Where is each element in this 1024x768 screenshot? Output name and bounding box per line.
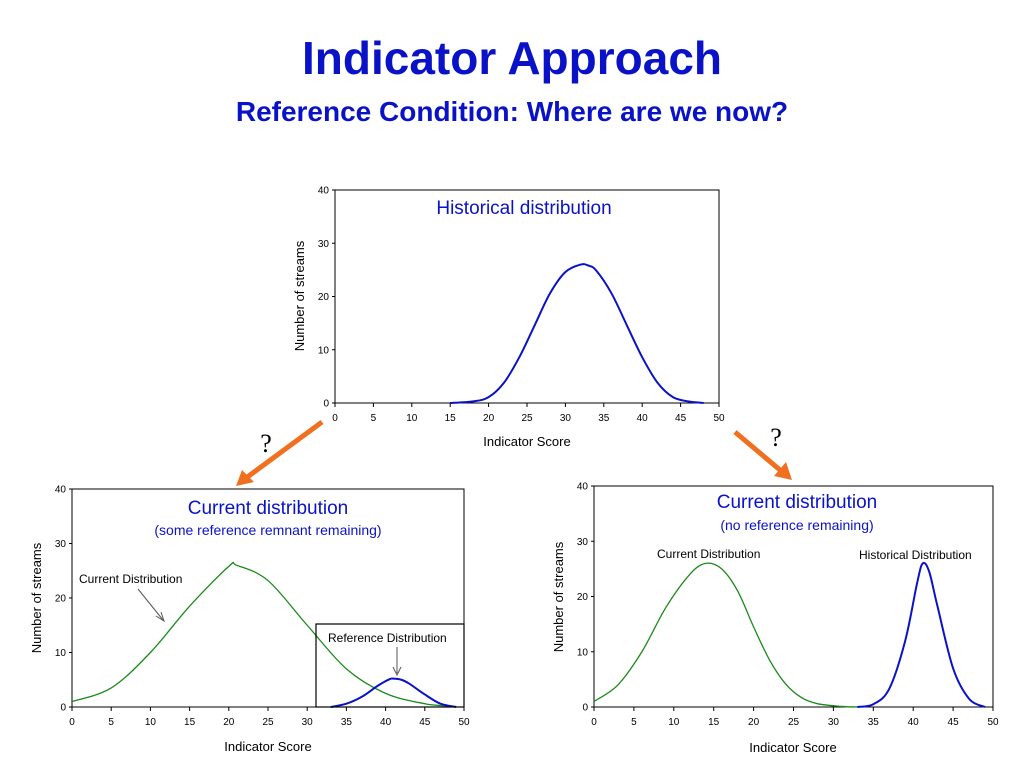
x-tick-label: 50: [458, 717, 470, 728]
y-tick-label: 20: [318, 292, 330, 303]
y-tick-label: 30: [55, 539, 67, 550]
x-tick-label: 0: [332, 413, 338, 424]
x-tick-label: 25: [788, 717, 800, 728]
question-mark-right: ?: [770, 423, 782, 452]
y-axis-label: Number of streams: [551, 541, 566, 652]
y-tick-label: 40: [55, 485, 67, 496]
y-tick-label: 30: [318, 239, 330, 250]
y-tick-label: 40: [318, 186, 330, 197]
flow-arrow-right: [733, 430, 792, 480]
y-tick-labels: 0 10 20 30 40: [577, 482, 594, 714]
y-tick-label: 40: [577, 482, 589, 493]
y-tick-labels: 0 10 20 30 40: [318, 186, 335, 410]
x-tick-label: 50: [987, 717, 999, 728]
annotation-reference-distribution: Reference Distribution: [328, 631, 447, 645]
y-axis-label: Number of streams: [29, 542, 44, 653]
x-tick-label: 15: [184, 717, 196, 728]
x-tick-label: 30: [828, 717, 840, 728]
chart-historical: 0 10 20 30 40 0 5 10 15 20 25 30 35 40 45 50 Historica…: [292, 186, 725, 450]
y-tick-label: 10: [318, 345, 330, 356]
series-line-0: [71, 561, 449, 707]
x-tick-label: 15: [445, 413, 457, 424]
annotation-pointer-current: [137, 588, 164, 621]
y-tick-label: 10: [577, 647, 589, 658]
y-tick-label: 10: [55, 648, 67, 659]
x-tick-label: 30: [560, 413, 572, 424]
x-tick-label: 35: [598, 413, 610, 424]
x-axis-label: Indicator Score: [483, 434, 570, 449]
x-tick-label: 15: [708, 717, 720, 728]
chart-subtitle: (no reference remaining): [720, 517, 873, 533]
chart-subtitle: (some reference remnant remaining): [154, 522, 381, 538]
x-tick-label: 40: [637, 413, 649, 424]
series-group: [71, 561, 457, 708]
series-group: [593, 561, 986, 708]
y-tick-label: 20: [577, 592, 589, 603]
x-tick-label: 0: [69, 717, 75, 728]
plot-frame: [334, 189, 720, 404]
x-tick-label: 40: [908, 717, 920, 728]
x-tick-label: 35: [341, 717, 353, 728]
y-tick-label: 0: [582, 703, 588, 714]
x-tick-label: 5: [371, 413, 377, 424]
x-tick-label: 20: [483, 413, 495, 424]
y-tick-labels: 0 10 20 30 40: [55, 485, 72, 714]
reference-highlight-box: [315, 623, 465, 708]
annotation-historical-distribution: Historical Distribution: [859, 548, 972, 562]
slide-title: Indicator Approach: [302, 32, 722, 84]
x-tick-label: 5: [108, 717, 114, 728]
y-tick-label: 0: [323, 399, 329, 410]
x-tick-label: 10: [145, 717, 157, 728]
annotation-pointer-head-current: [155, 611, 165, 623]
x-tick-label: 35: [868, 717, 880, 728]
x-axis-label: Indicator Score: [749, 740, 836, 755]
series-group: [450, 263, 704, 404]
x-tick-label: 45: [948, 717, 960, 728]
x-tick-label: 20: [748, 717, 760, 728]
chart-title: Current distribution: [717, 492, 878, 513]
slide-subtitle: Reference Condition: Where are we now?: [235, 96, 789, 127]
x-tick-label: 25: [521, 413, 533, 424]
series-line-1: [330, 677, 457, 708]
x-tick-labels: 0 5 10 15 20 25 30 35 40 45 50: [591, 707, 999, 728]
chart-title: Historical distribution: [436, 198, 611, 219]
x-tick-label: 0: [591, 717, 597, 728]
y-tick-label: 20: [55, 594, 67, 605]
x-tick-label: 20: [223, 717, 235, 728]
x-tick-labels: 0 5 10 15 20 25 30 35 40 45 50: [69, 707, 470, 728]
series-line-1: [857, 561, 986, 708]
y-axis-label: Number of streams: [292, 240, 307, 351]
chart-current-remnant: 0 10 20 30 40 0 5 10 15 20 25 30 35 40 45 50 Current d…: [29, 485, 470, 755]
series-line-0: [593, 562, 858, 708]
x-tick-label: 5: [631, 717, 637, 728]
flow-arrow-left: [236, 419, 324, 486]
x-tick-label: 45: [419, 717, 431, 728]
annotation-pointer-head-reference: [392, 666, 402, 677]
series-line-0: [450, 263, 704, 404]
annotation-current-distribution: Current Distribution: [79, 572, 182, 586]
x-tick-label: 10: [406, 413, 418, 424]
chart-current-no-remnant: 0 10 20 30 40 0 5 10 15 20 25 30 35 40 45 50 Current d…: [551, 482, 999, 756]
x-tick-label: 40: [380, 717, 392, 728]
x-tick-label: 30: [302, 717, 314, 728]
chart-title: Current distribution: [188, 498, 349, 519]
x-tick-label: 25: [262, 717, 274, 728]
x-axis-label: Indicator Score: [224, 739, 311, 754]
x-tick-label: 45: [675, 413, 687, 424]
annotation-current-distribution: Current Distribution: [657, 547, 760, 561]
question-mark-left: ?: [260, 429, 272, 458]
y-tick-label: 0: [60, 703, 66, 714]
x-tick-labels: 0 5 10 15 20 25 30 35 40 45 50: [332, 403, 725, 424]
x-tick-label: 50: [713, 413, 725, 424]
x-tick-label: 10: [668, 717, 680, 728]
y-tick-label: 30: [577, 537, 589, 548]
